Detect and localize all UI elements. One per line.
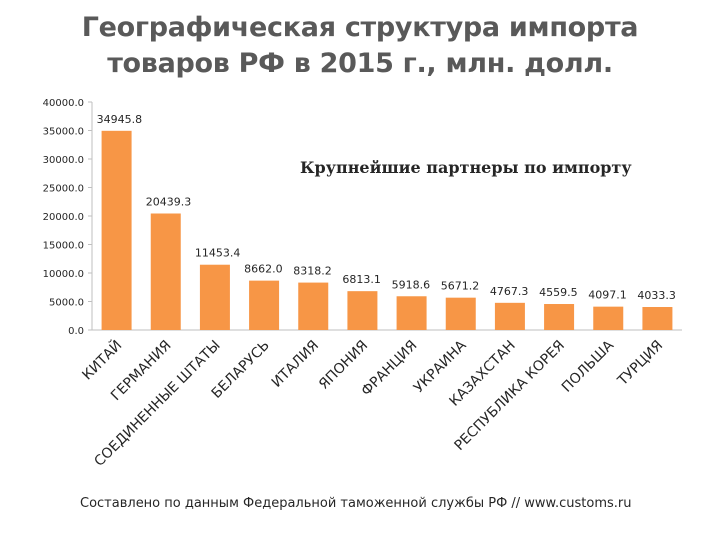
- bar: [101, 130, 132, 330]
- bars: [101, 130, 673, 330]
- y-tick-label: 20000.0: [43, 212, 84, 223]
- bar: [396, 296, 427, 330]
- y-tick-label: 30000.0: [43, 155, 84, 166]
- y-tick-label: 15000.0: [43, 241, 84, 252]
- y-tick-label: 25000.0: [43, 184, 84, 195]
- chart-subtitle: Крупнейшие партнеры по импорту: [300, 158, 632, 177]
- bar: [249, 280, 280, 330]
- data-label: 4097.1: [588, 289, 627, 302]
- data-label: 5671.2: [441, 280, 480, 293]
- y-tick-label: 35000.0: [43, 127, 84, 138]
- bar: [544, 304, 575, 330]
- data-label: 4559.5: [539, 286, 578, 299]
- bar: [642, 307, 673, 330]
- y-tick-label: 40000.0: [43, 98, 84, 109]
- bar: [593, 306, 624, 330]
- source-note: Составлено по данным Федеральной таможен…: [80, 496, 632, 511]
- category-label: ПОЛЬША: [559, 337, 617, 395]
- data-label: 34945.8: [97, 113, 143, 126]
- y-tick-label: 0.0: [68, 326, 84, 337]
- data-label: 6813.1: [342, 273, 381, 286]
- data-label: 11453.4: [195, 247, 241, 260]
- data-label: 8318.2: [293, 265, 332, 278]
- data-label: 4767.3: [490, 285, 528, 298]
- category-label: КИТАЙ: [78, 336, 125, 383]
- bar: [445, 297, 476, 330]
- y-tick-label: 5000.0: [49, 298, 84, 309]
- category-label: ТУРЦИЯ: [614, 338, 666, 390]
- data-label: 5918.6: [392, 278, 431, 291]
- data-label: 8662.0: [244, 263, 282, 276]
- chart-title: Географическая структура импорта товаров…: [0, 10, 720, 82]
- bar: [347, 291, 378, 330]
- bar: [298, 282, 329, 330]
- bar: [199, 264, 230, 330]
- bar: [494, 302, 525, 330]
- data-label: 4033.3: [637, 289, 676, 302]
- title-line-2: товаров РФ в 2015 г., млн. долл.: [107, 48, 613, 79]
- bar: [150, 213, 181, 330]
- y-tick-label: 10000.0: [43, 269, 84, 280]
- data-label: 20439.3: [146, 195, 192, 208]
- y-axis: 0.0 5000.0 10000.0 15000.0 20000.0 25000.0 300…: [43, 98, 682, 337]
- title-line-1: Географическая структура импорта: [81, 12, 639, 43]
- category-label: ИТАЛИЯ: [269, 338, 322, 391]
